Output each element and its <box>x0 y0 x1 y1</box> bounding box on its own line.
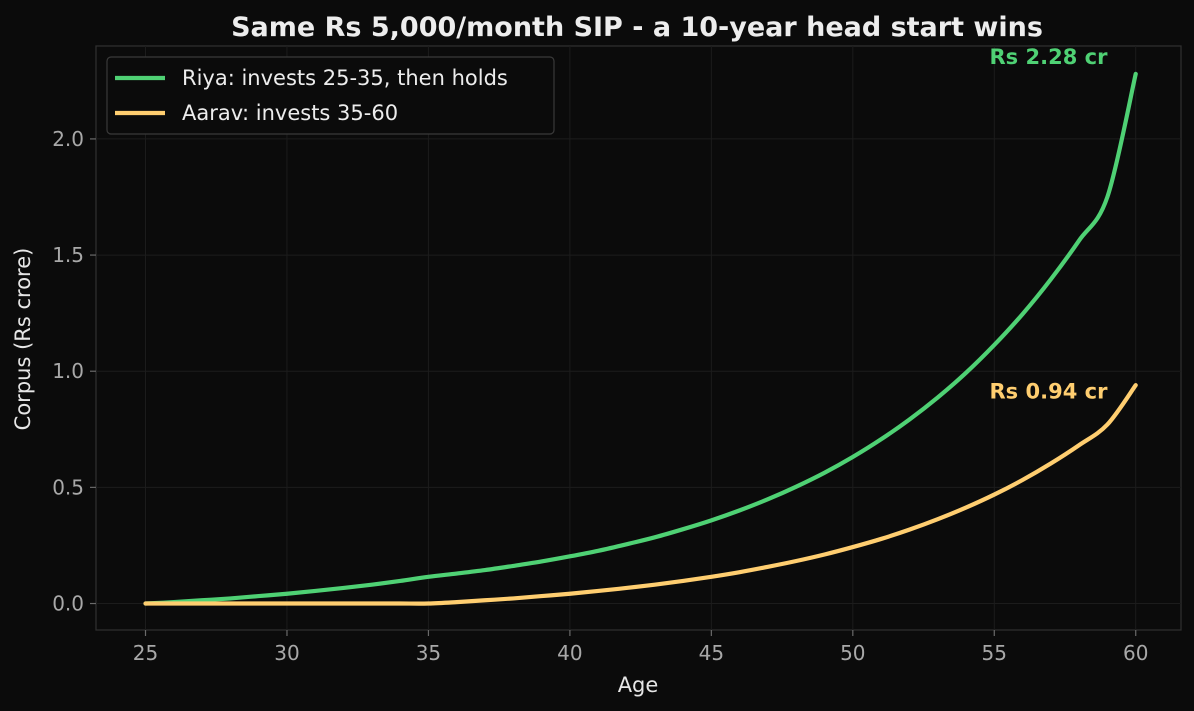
grid <box>96 46 1181 630</box>
legend-label: Aarav: invests 35-60 <box>182 101 398 125</box>
y-tick-label: 1.0 <box>52 359 84 383</box>
axis-ticks: 25 30 35 40 45 50 55 60 0.0 0.5 1.0 1.5 2.0 <box>52 127 1148 665</box>
legend-box <box>106 56 555 135</box>
chart-title: Same Rs 5,000/month SIP - a 10-year head… <box>231 12 1043 43</box>
x-tick-label: 25 <box>133 641 158 665</box>
x-axis-label: Age <box>618 673 659 697</box>
x-tick-label: 55 <box>982 641 1007 665</box>
riya-final-value-annotation: Rs 2.28 cr <box>990 45 1109 69</box>
x-tick-label: 50 <box>840 641 865 665</box>
y-tick-label: 2.0 <box>52 127 84 151</box>
y-axis-label: Corpus (Rs crore) <box>11 248 35 431</box>
y-tick-label: 0.0 <box>52 592 84 616</box>
series-lines <box>143 71 1138 606</box>
y-tick-label: 0.5 <box>52 475 84 499</box>
x-tick-label: 40 <box>557 641 582 665</box>
x-tick-label: 30 <box>274 641 299 665</box>
aarav-series-line <box>143 383 1138 606</box>
aarav-final-value-annotation: Rs 0.94 cr <box>990 379 1109 403</box>
y-tick-label: 1.5 <box>52 243 84 267</box>
x-tick-label: 45 <box>699 641 724 665</box>
x-tick-label: 35 <box>416 641 441 665</box>
legend: Riya: invests 25-35, then holds Aarav: in… <box>106 56 555 135</box>
riya-series-line <box>143 71 1138 606</box>
x-tick-label: 60 <box>1123 641 1148 665</box>
legend-label: Riya: invests 25-35, then holds <box>182 66 508 90</box>
annotations: Rs 2.28 cr Rs 0.94 cr <box>990 45 1109 404</box>
